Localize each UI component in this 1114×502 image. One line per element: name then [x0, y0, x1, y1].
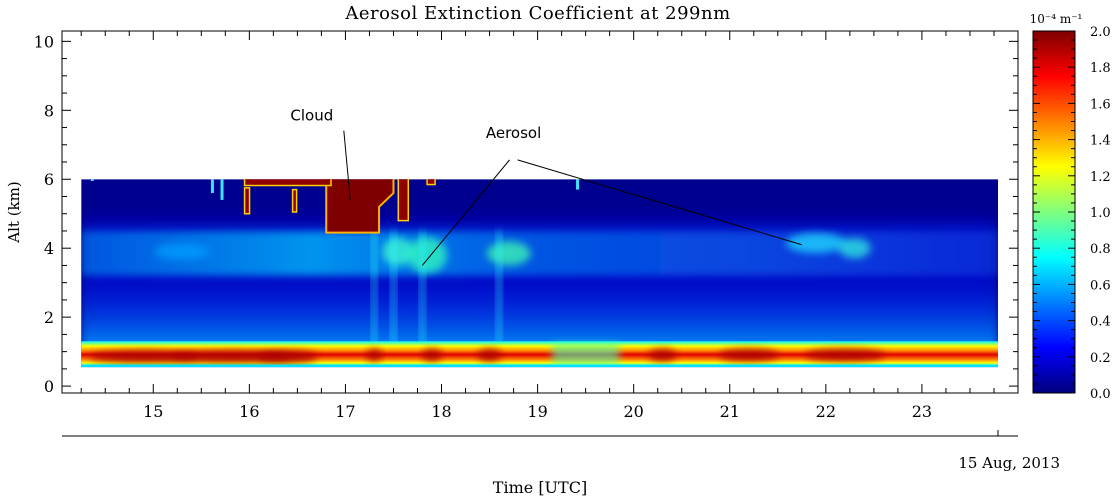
date-label: 15 Aug, 2013 [958, 454, 1060, 472]
cloud-region [90, 179, 580, 234]
chart-title: Aerosol Extinction Coefficient at 299nm [344, 3, 730, 24]
x-tick-label: 17 [335, 402, 355, 421]
aerosol-patch [786, 233, 847, 254]
aerosol-patch [154, 243, 211, 260]
colorbar-tick-label: 0.2 [1090, 351, 1111, 366]
cloud-trace [576, 179, 580, 190]
annotation-label: Cloud [290, 107, 333, 125]
heatmap-field [81, 179, 999, 368]
boundary-layer-hotspot [257, 350, 318, 363]
colorbar-tick-label: 0.4 [1090, 315, 1111, 330]
cloud-trace [210, 179, 214, 194]
colorbar: 10⁻⁴ m⁻¹ 0.0 0.2 0.4 0.6 0.8 1.0 1.2 1.4 1.6 1.8 2… [1030, 12, 1111, 402]
y-tick-label: 8 [44, 101, 54, 120]
y-tick-label: 10 [34, 32, 54, 51]
annotation-pointer [517, 159, 802, 246]
surface-layer [81, 364, 999, 368]
cloud-fragment [291, 188, 298, 213]
x-tick-label: 18 [431, 402, 451, 421]
x-tick-label: 22 [816, 402, 836, 421]
colorbar-tick-label: 0.0 [1090, 387, 1111, 402]
plume-streak [419, 230, 426, 356]
colorbar-tick-label: 1.2 [1090, 170, 1111, 185]
x-tick-label: 21 [720, 402, 740, 421]
colorbar-tick-label: 1.6 [1090, 97, 1111, 112]
annotations: Cloud Aerosol [290, 107, 802, 266]
colorbar-tick-label: 1.4 [1090, 134, 1111, 149]
x-tick-label: 20 [623, 402, 643, 421]
cloud-trace [90, 179, 94, 181]
boundary-layer-hotspot [421, 349, 442, 362]
aerosol-patch [486, 241, 531, 266]
colorbar-unit: 10⁻⁴ m⁻¹ [1030, 12, 1083, 26]
boundary-layer-hotspot [366, 349, 383, 362]
plume-streak [496, 230, 503, 356]
x-tick-label: 16 [239, 402, 259, 421]
cloud-block [325, 179, 395, 234]
boundary-layer-hotspot [648, 349, 677, 362]
heatmap-lower-layer [81, 279, 999, 352]
x-axis-label: Time [UTC] [493, 478, 587, 497]
boundary-layer-hotspot [805, 349, 886, 362]
aerosol-patch [382, 237, 415, 266]
y-tick-label: 6 [44, 170, 54, 189]
x-tick-label: 19 [527, 402, 547, 421]
aerosol-patch [838, 238, 871, 259]
colorbar-tick-label: 1.0 [1090, 206, 1111, 221]
y-axis-label: Alt (km) [5, 181, 23, 243]
boundary-layer-gap [552, 343, 620, 366]
colorbar-tick-label: 2.0 [1090, 25, 1111, 40]
colorbar-tick-label: 0.8 [1090, 242, 1111, 257]
boundary-layer-hotspot [718, 349, 779, 362]
x-tick-label: 15 [143, 402, 163, 421]
annotation-pointer [421, 159, 510, 266]
plume-streak [390, 230, 397, 356]
aerosol-patch [407, 237, 448, 274]
boundary-layer-hotspot [477, 349, 502, 362]
y-axis: 0 2 4 6 8 10 [34, 32, 1018, 396]
y-tick-label: 4 [44, 239, 54, 258]
colorbar-tick-label: 1.8 [1090, 61, 1111, 76]
boundary-layer-hotspot [170, 350, 291, 363]
cloud-trace [220, 179, 224, 200]
cloud-fragment [397, 179, 410, 222]
cloud-fragment [426, 179, 436, 186]
y-tick-label: 0 [44, 377, 54, 396]
x-tick-label: 23 [912, 402, 932, 421]
annotation-label: Aerosol [486, 124, 541, 142]
boundary-layer-hotspot [88, 350, 199, 363]
cloud-fragment [243, 187, 251, 215]
plume-streak [371, 230, 378, 356]
cloud-strip [243, 179, 332, 187]
y-tick-label: 2 [44, 308, 54, 327]
annotation-pointer [343, 130, 351, 200]
x-axis: 15 16 17 18 19 20 21 22 23 [80, 31, 995, 421]
colorbar-tick-label: 0.6 [1090, 278, 1111, 293]
